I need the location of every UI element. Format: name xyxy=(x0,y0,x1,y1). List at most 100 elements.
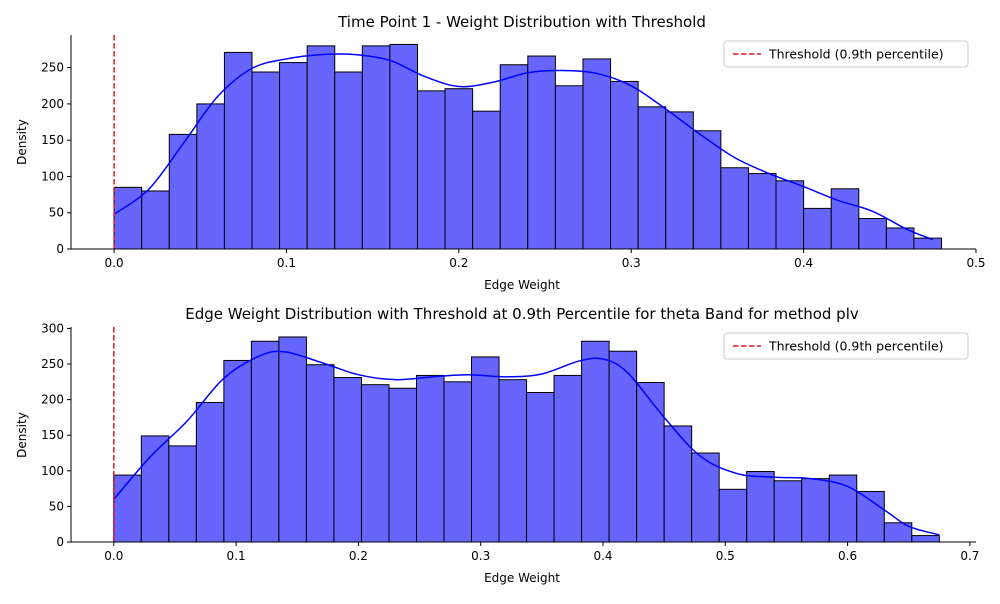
histogram-bar xyxy=(472,110,501,250)
chart-theta-band-plv: Edge Weight Distribution with Threshold … xyxy=(15,305,979,585)
histogram-bar xyxy=(250,340,280,543)
x-tick-label: 0.2 xyxy=(349,549,368,563)
legend-threshold-label: Threshold (0.9th percentile) xyxy=(768,47,944,62)
histogram-bar xyxy=(360,384,390,543)
y-axis-label: Density xyxy=(15,412,29,458)
x-tick-label: 0.1 xyxy=(277,256,296,270)
y-tick-label: 100 xyxy=(41,464,64,478)
kde-curve-group xyxy=(113,350,940,536)
histogram-bar xyxy=(141,190,170,250)
histogram-bar xyxy=(223,51,253,250)
x-tick-label: 0.0 xyxy=(105,256,124,270)
histogram-bar xyxy=(168,445,197,543)
axes-frame xyxy=(70,35,976,250)
y-tick-label: 200 xyxy=(41,393,64,407)
histogram-bar xyxy=(746,471,775,543)
histogram-bar xyxy=(608,350,638,543)
x-axis-label: Edge Weight xyxy=(484,571,560,585)
y-tick-label: 150 xyxy=(41,428,64,442)
histogram-bar xyxy=(553,374,583,543)
histogram-bar xyxy=(718,488,748,543)
legend: Threshold (0.9th percentile) xyxy=(723,40,969,68)
histogram-bar xyxy=(416,90,446,250)
chart-title: Edge Weight Distribution with Threshold … xyxy=(185,305,859,323)
y-tick-label: 200 xyxy=(41,97,64,111)
legend-box xyxy=(723,40,969,68)
histogram-bar xyxy=(278,336,307,543)
y-tick-label: 50 xyxy=(49,206,64,220)
x-tick-label: 0.6 xyxy=(838,549,857,563)
y-tick-label: 50 xyxy=(49,499,64,513)
histogram-bar xyxy=(196,103,225,250)
histogram-bar xyxy=(334,71,363,250)
histogram-bar xyxy=(499,64,529,250)
x-axis-ticks: 0.0 0.1 0.2 0.3 0.4 0.5 0.6 0.7 xyxy=(104,542,979,563)
y-tick-label: 300 xyxy=(41,321,64,335)
kde-curve xyxy=(113,350,940,536)
chart-title: Time Point 1 - Weight Distribution with … xyxy=(337,13,706,31)
histogram-bar xyxy=(830,188,860,250)
histogram-bar xyxy=(691,452,720,543)
histogram-bar xyxy=(582,58,612,250)
histogram-bar xyxy=(444,88,474,250)
y-axis-ticks: 0 50 100 150 200 250 300 xyxy=(41,321,71,549)
histogram-bar xyxy=(168,133,198,250)
histogram-bar xyxy=(251,71,281,250)
histogram-bar xyxy=(775,180,805,250)
x-tick-label: 0.1 xyxy=(227,549,246,563)
histogram-bar xyxy=(637,106,667,250)
histogram-bar xyxy=(415,374,445,543)
x-tick-label: 0.3 xyxy=(471,549,490,563)
x-tick-label: 0.4 xyxy=(794,256,813,270)
histogram-bar xyxy=(858,218,887,250)
y-axis-ticks: 0 50 100 150 200 250 xyxy=(41,61,71,256)
legend: Threshold (0.9th percentile) xyxy=(723,332,969,360)
histogram-bar xyxy=(803,207,832,250)
histogram-bar xyxy=(306,45,336,250)
histogram-bar xyxy=(913,237,943,250)
x-axis-label: Edge Weight xyxy=(484,278,560,292)
histogram-bar xyxy=(801,478,830,543)
x-axis-ticks: 0.0 0.1 0.2 0.3 0.4 0.5 xyxy=(105,249,986,270)
histogram-bar xyxy=(663,425,693,543)
x-tick-label: 0.5 xyxy=(966,256,985,270)
histogram-bar xyxy=(526,392,555,543)
histogram-bar xyxy=(333,377,362,543)
histogram-bar xyxy=(747,173,777,250)
histogram-bar xyxy=(581,340,610,543)
histogram-bar xyxy=(471,356,500,543)
x-tick-label: 0.4 xyxy=(593,549,612,563)
histogram-bar xyxy=(113,186,143,250)
histogram-bar xyxy=(498,379,528,543)
chart-time-point-1: Time Point 1 - Weight Distribution with … xyxy=(15,13,986,292)
histogram-bar xyxy=(223,359,252,543)
x-tick-label: 0.7 xyxy=(960,549,979,563)
histogram-bar xyxy=(911,535,940,543)
y-tick-label: 0 xyxy=(56,535,64,549)
y-axis-label: Density xyxy=(15,119,29,165)
histogram-bars xyxy=(113,43,943,250)
histogram-bar xyxy=(610,80,639,250)
histogram-bar xyxy=(389,43,418,250)
histogram-bar xyxy=(665,111,694,250)
histogram-bar xyxy=(692,130,722,250)
histogram-bar xyxy=(388,387,417,543)
histogram-bar xyxy=(443,381,473,543)
histogram-bars xyxy=(113,336,940,543)
y-tick-label: 0 xyxy=(56,242,64,256)
histogram-bar xyxy=(720,167,749,250)
histogram-bar xyxy=(554,85,584,250)
y-tick-label: 250 xyxy=(41,357,64,371)
x-tick-label: 0.2 xyxy=(449,256,468,270)
legend-box xyxy=(723,332,969,360)
histogram-bar xyxy=(636,382,665,543)
histogram-bar xyxy=(113,474,142,543)
histogram-bar xyxy=(527,55,556,250)
x-tick-label: 0.0 xyxy=(104,549,123,563)
histogram-bar xyxy=(195,401,225,543)
x-tick-label: 0.3 xyxy=(622,256,641,270)
y-tick-label: 150 xyxy=(41,133,64,147)
histogram-bar xyxy=(305,364,335,543)
y-tick-label: 100 xyxy=(41,169,64,183)
